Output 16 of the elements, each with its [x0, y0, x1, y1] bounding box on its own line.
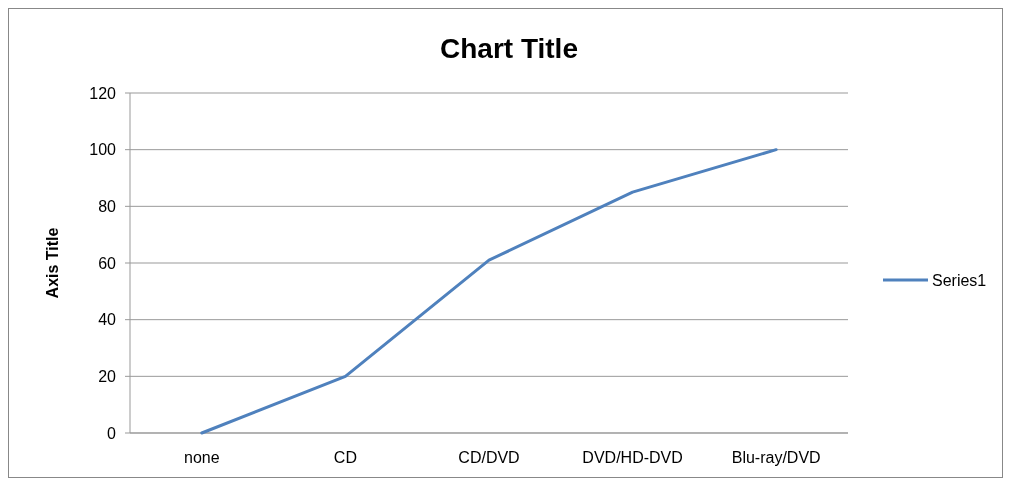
y-tick-label: 0	[107, 424, 117, 442]
line-series	[200, 148, 778, 435]
chart-title: Chart Title	[440, 33, 578, 64]
x-tick-label: none	[184, 449, 220, 466]
y-tick-label: 20	[98, 367, 117, 385]
y-tick-label: 40	[98, 311, 117, 329]
legend-label: Series1	[932, 271, 987, 289]
x-tick-label: CD/DVD	[458, 449, 520, 466]
y-axis-title: Axis Title	[44, 227, 61, 299]
y-tick-label: 60	[98, 254, 117, 272]
y-tick-label: 80	[98, 197, 117, 215]
x-tick-label: DVD/HD-DVD	[582, 449, 683, 466]
x-tick-label: Blu-ray/DVD	[731, 449, 821, 466]
y-tick-label: 100	[89, 141, 117, 159]
y-tick-label: 120	[89, 84, 117, 102]
x-tick-label: CD	[333, 449, 357, 466]
